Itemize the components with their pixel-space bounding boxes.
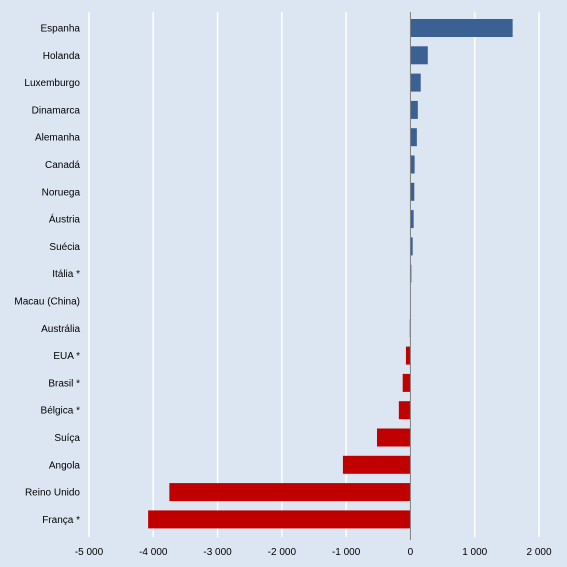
category-label: Canadá [45,160,80,171]
category-label: Áustria [49,213,81,226]
category-label: Alemanha [35,133,80,144]
category-label: Austrália [41,324,80,335]
category-label: Holanda [43,51,81,62]
bar [402,373,411,392]
bar [169,483,411,502]
x-tick-label: 1 000 [462,547,487,558]
category-label: Brasil * [48,378,80,389]
category-label: EUA * [53,351,80,362]
bar [410,73,421,92]
category-label: Suíça [54,433,80,444]
category-label: Angola [49,460,81,471]
bar [398,401,411,420]
x-tick-label: 2 000 [526,547,551,558]
bar [410,19,513,37]
bar [410,237,413,256]
category-label: França * [42,515,80,526]
x-tick-label: -1 000 [332,547,361,558]
category-label: Macau (China) [14,297,80,308]
category-label: Bélgica * [41,406,81,417]
bar [410,182,415,201]
category-label: Luxemburgo [24,78,80,89]
bar [148,510,411,529]
bar [410,155,415,174]
x-tick-label: 0 [408,547,414,558]
bar [410,210,414,229]
bar [410,100,418,119]
category-label: Espanha [41,24,81,35]
category-label: Itália * [52,269,80,280]
category-label: Suécia [49,242,80,253]
x-tick-label: -3 000 [203,547,232,558]
bar [377,428,411,447]
bar [342,455,411,474]
x-tick-label: -4 000 [139,547,168,558]
bar [410,128,417,147]
bar [405,346,411,365]
x-tick-label: -5 000 [75,547,104,558]
category-label: Reino Unido [25,488,80,499]
category-label: Noruega [42,187,81,198]
x-tick-label: -2 000 [268,547,297,558]
bar [410,46,428,65]
category-label: Dinamarca [32,105,81,116]
